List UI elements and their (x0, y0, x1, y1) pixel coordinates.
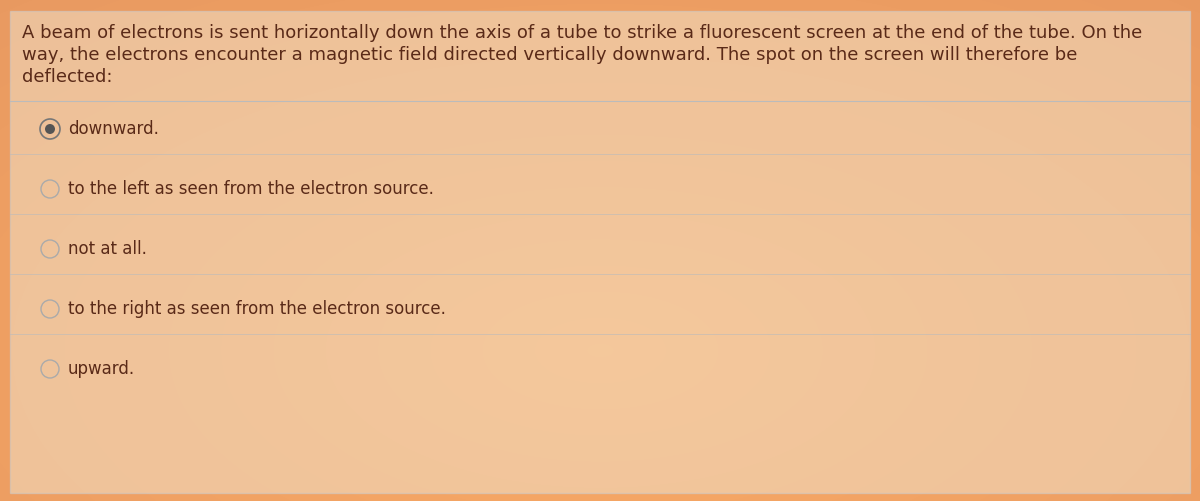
Text: not at all.: not at all. (68, 239, 146, 258)
Text: upward.: upward. (68, 359, 136, 377)
Circle shape (46, 125, 55, 135)
Text: to the left as seen from the electron source.: to the left as seen from the electron so… (68, 180, 434, 197)
Text: A beam of electrons is sent horizontally down the axis of a tube to strike a flu: A beam of electrons is sent horizontally… (22, 24, 1142, 42)
Text: way, the electrons encounter a magnetic field directed vertically downward. The : way, the electrons encounter a magnetic … (22, 46, 1078, 64)
Text: downward.: downward. (68, 120, 158, 138)
FancyBboxPatch shape (10, 12, 1190, 493)
Text: to the right as seen from the electron source.: to the right as seen from the electron s… (68, 300, 446, 317)
Text: deflected:: deflected: (22, 68, 113, 86)
